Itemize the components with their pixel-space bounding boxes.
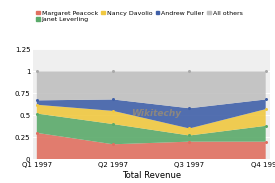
Text: Wikitechy: Wikitechy xyxy=(131,109,181,118)
Legend: Margaret Peacock, Janet Leverling, Nancy Davolio, Andrew Fuller, All others: Margaret Peacock, Janet Leverling, Nancy… xyxy=(36,10,243,22)
X-axis label: Total Revenue: Total Revenue xyxy=(122,171,181,180)
